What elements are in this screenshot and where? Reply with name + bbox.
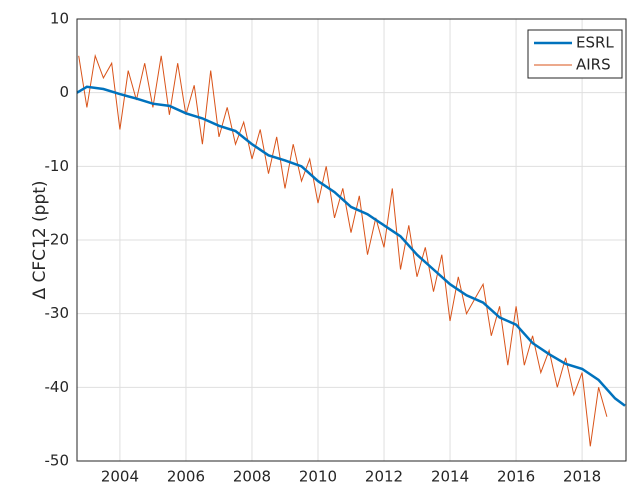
y-tick-label: 0 [59,83,69,101]
y-tick-label: -40 [45,378,70,396]
legend-label: AIRS [576,56,611,74]
legend-label: ESRL [576,34,614,52]
x-tick-label: 2010 [299,468,337,486]
y-tick-label: -10 [45,157,70,175]
legend-box [527,29,623,79]
line [76,85,626,407]
x-tick-label: 2014 [431,468,469,486]
x-tick-label: 2008 [233,468,271,486]
x-tick-label: 2016 [497,468,535,486]
y-tick-label: -20 [45,231,70,249]
x-tick-label: 2012 [365,468,403,486]
x-tick-label: 2018 [563,468,601,486]
x-tick-label: 2004 [101,468,139,486]
plot-frame [76,18,627,462]
x-tick-label: 2006 [167,468,205,486]
y-tick-label: -50 [45,452,70,470]
y-axis-label: Δ CFC12 (ppt) [30,180,50,299]
y-tick-label: -30 [45,304,70,322]
y-tick-label: 10 [50,10,69,28]
